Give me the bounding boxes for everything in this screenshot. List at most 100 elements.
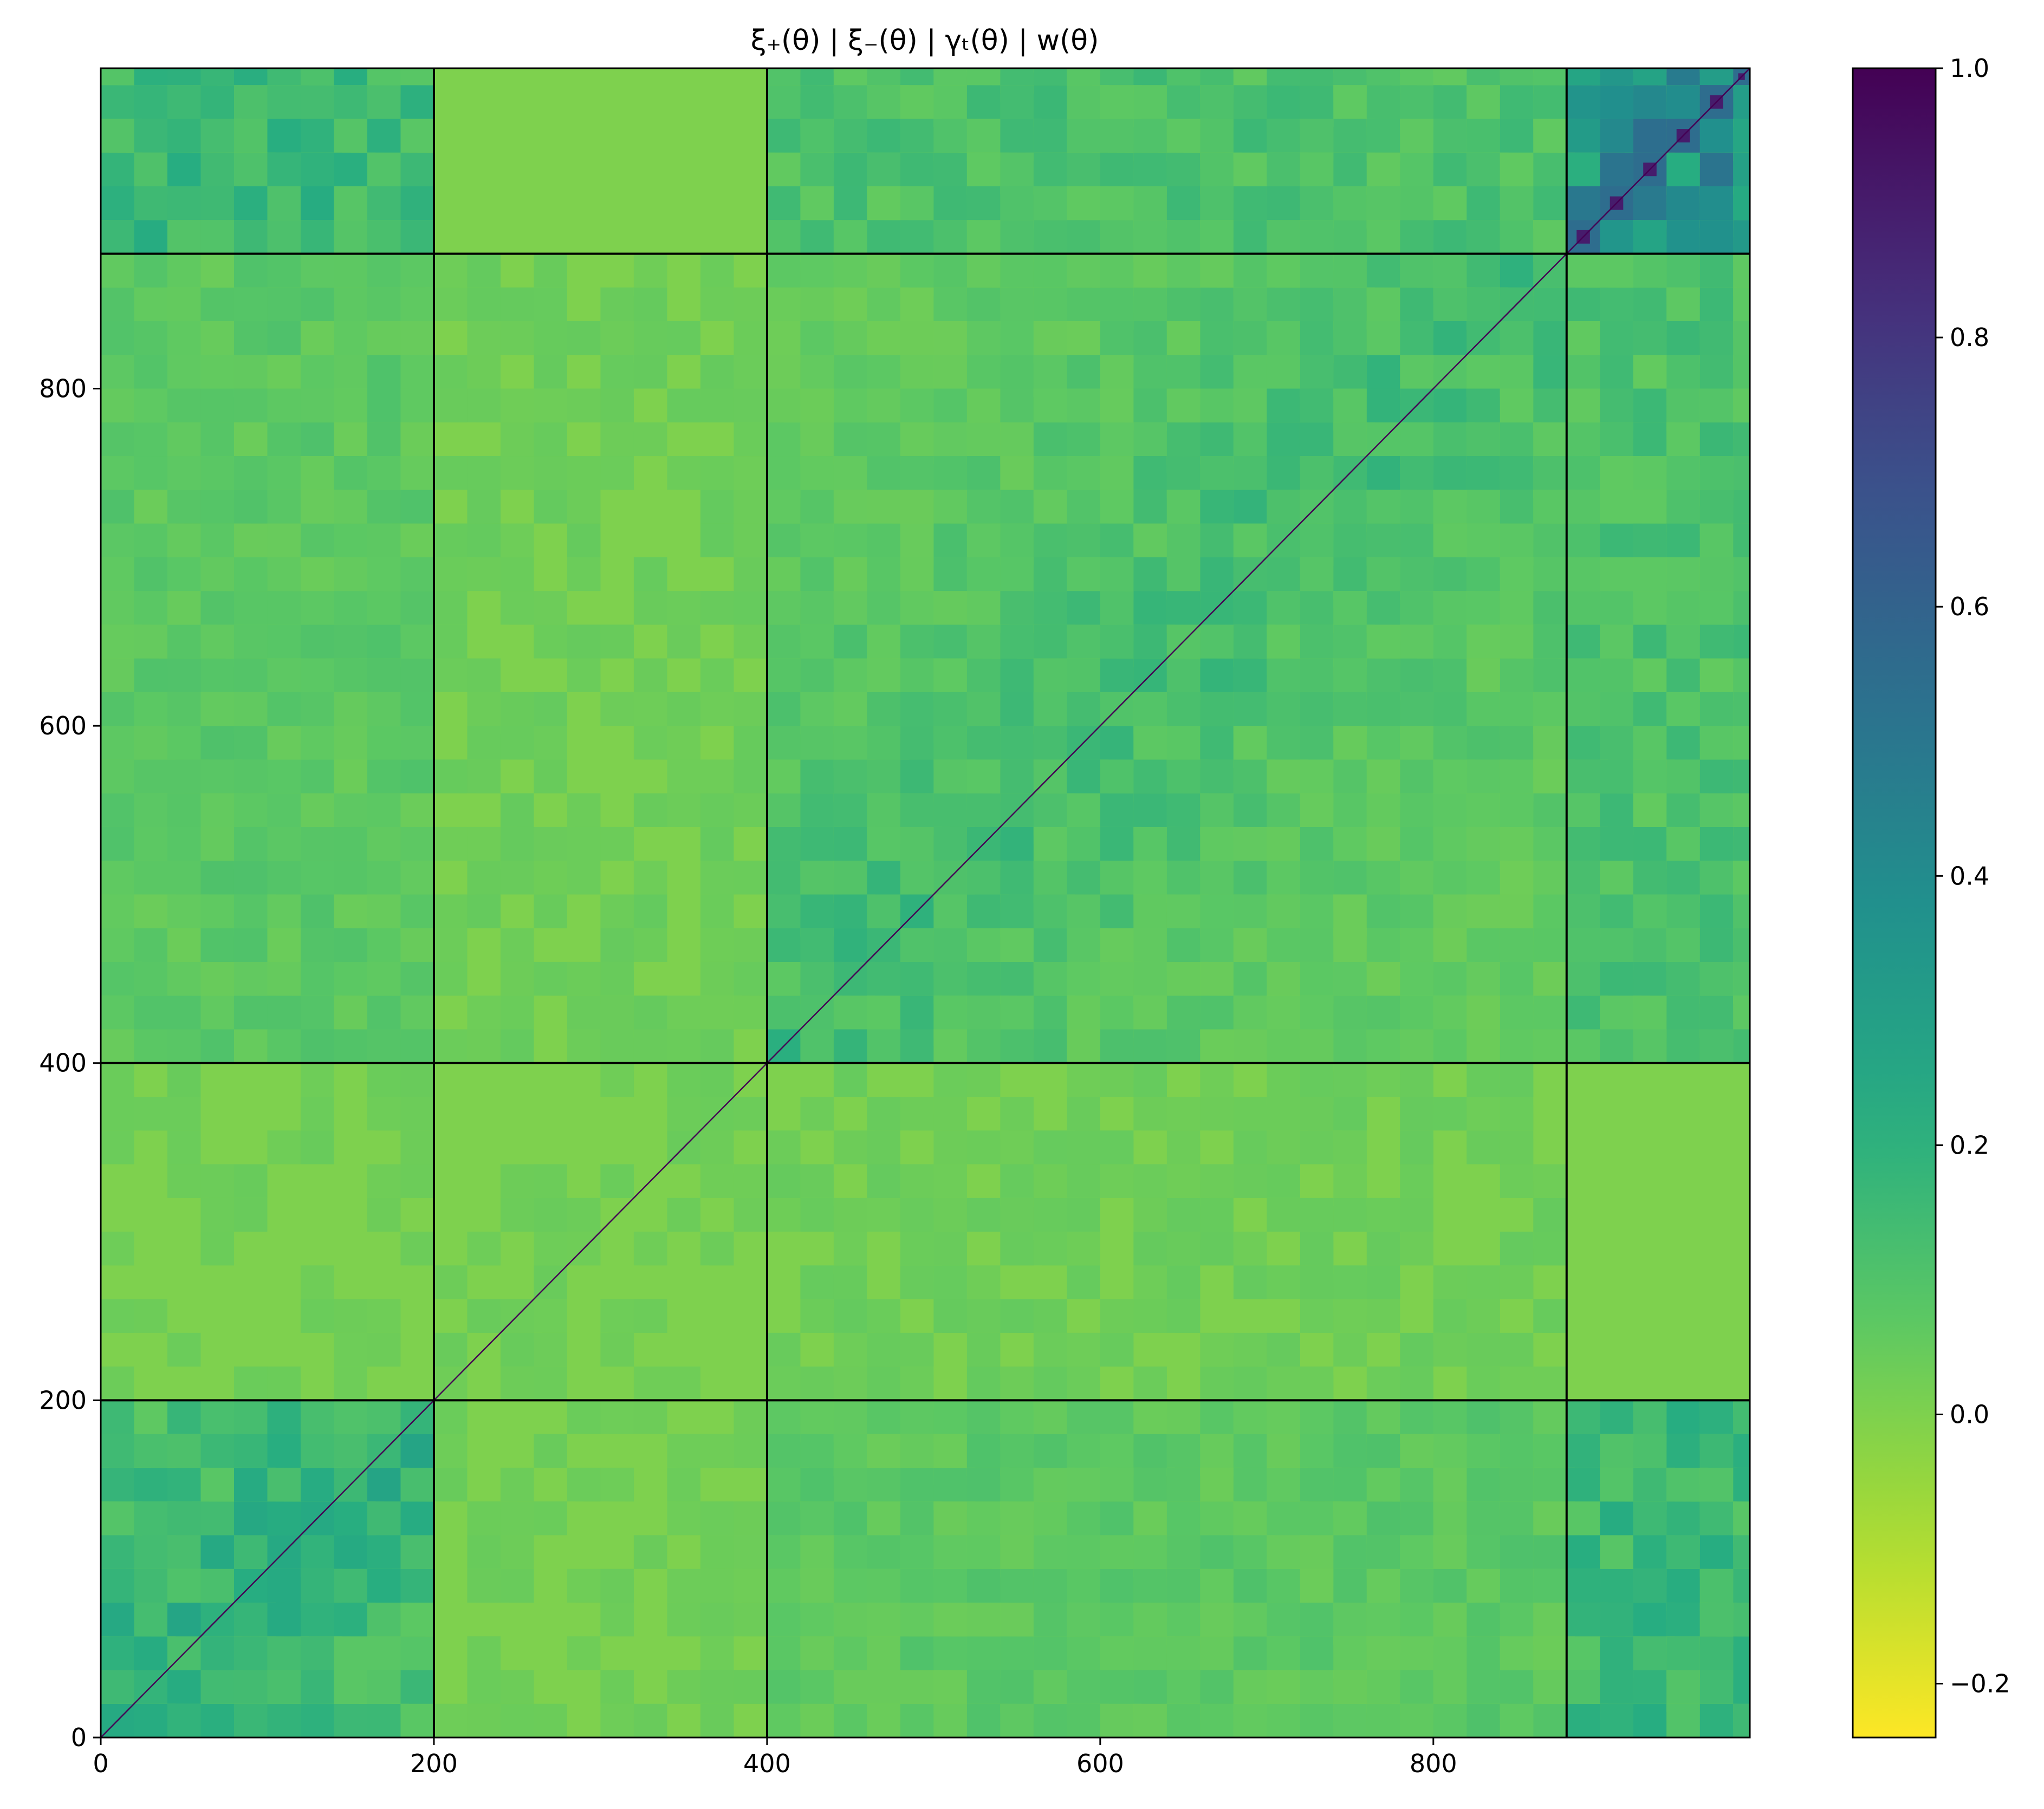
- heatmap-cell: [101, 85, 134, 119]
- heatmap-cell: [734, 928, 767, 962]
- heatmap-cell: [966, 220, 1001, 254]
- heatmap-cell: [101, 1063, 134, 1097]
- heatmap-cell: [334, 894, 367, 928]
- heatmap-cell: [534, 961, 567, 996]
- heatmap-cell: [200, 321, 234, 355]
- heatmap-cell: [433, 388, 468, 422]
- heatmap-cell: [1000, 1130, 1034, 1164]
- heatmap-cell: [1000, 220, 1034, 254]
- heatmap-cell: [800, 119, 834, 153]
- heatmap-cell: [667, 1198, 700, 1232]
- heatmap-cell: [334, 1636, 367, 1670]
- heatmap-cell: [600, 321, 634, 355]
- heatmap-cell: [1100, 85, 1134, 119]
- heatmap-cell: [300, 68, 334, 86]
- heatmap-cell: [400, 388, 434, 422]
- heatmap-cell: [1000, 355, 1034, 389]
- heatmap-cell: [101, 68, 134, 86]
- heatmap-cell: [267, 894, 301, 928]
- heatmap-cell: [1000, 1164, 1034, 1198]
- heatmap-cell: [367, 1501, 401, 1535]
- heatmap-cell: [833, 68, 867, 86]
- heatmap-cell: [1133, 1569, 1167, 1603]
- heatmap-cell: [767, 1164, 801, 1198]
- heatmap-cell: [433, 961, 468, 996]
- heatmap-cell: [400, 928, 434, 962]
- heatmap-cell: [1033, 1198, 1067, 1232]
- heatmap-cell: [433, 928, 468, 962]
- heatmap-cell: [1067, 591, 1100, 625]
- heatmap-cell: [1033, 624, 1067, 659]
- heatmap-cell: [900, 1400, 934, 1434]
- heatmap-cell: [267, 490, 301, 524]
- heatmap-cell: [367, 490, 401, 524]
- heatmap-cell: [734, 1400, 767, 1434]
- heatmap-cell: [334, 1029, 367, 1063]
- heatmap-cell: [467, 523, 501, 557]
- heatmap-cell: [1067, 85, 1100, 119]
- heatmap-cell: [334, 388, 367, 422]
- heatmap-cell: [767, 1535, 801, 1569]
- heatmap-cell: [1033, 1232, 1067, 1266]
- heatmap-cell: [134, 894, 167, 928]
- heatmap-cell: [500, 1467, 534, 1502]
- heatmap-cell: [1100, 1636, 1134, 1670]
- heatmap-cell: [1033, 523, 1067, 557]
- heatmap-cell: [233, 1198, 268, 1232]
- heatmap-cell: [833, 827, 867, 861]
- heatmap-cell: [767, 995, 801, 1030]
- heatmap-cell: [167, 321, 201, 355]
- heatmap-cell: [200, 119, 234, 153]
- heatmap-cell: [400, 827, 434, 861]
- heatmap-cell: [600, 1029, 634, 1063]
- heatmap-cell: [1067, 321, 1100, 355]
- heatmap-cell: [433, 1029, 468, 1063]
- heatmap-cell: [767, 1703, 801, 1738]
- heatmap-cell: [101, 388, 134, 422]
- heatmap-cell: [134, 1636, 167, 1670]
- heatmap-cell: [300, 355, 334, 389]
- heatmap-cell: [134, 287, 167, 321]
- heatmap-cell: [933, 591, 967, 625]
- heatmap-cell: [300, 1097, 334, 1131]
- heatmap-cell: [867, 1366, 900, 1401]
- heatmap-cell: [900, 1501, 934, 1535]
- heatmap-cell: [900, 85, 934, 119]
- heatmap-cell: [567, 1029, 601, 1063]
- heatmap-cell: [334, 68, 367, 86]
- heatmap-cell: [933, 355, 967, 389]
- heatmap-cell: [101, 287, 134, 321]
- heatmap-cell: [1067, 1670, 1100, 1704]
- heatmap-cell: [334, 1332, 367, 1367]
- heatmap-cell: [267, 591, 301, 625]
- heatmap-cell: [1100, 355, 1134, 389]
- heatmap-cell: [1000, 1097, 1034, 1131]
- heatmap-cell: [833, 1063, 867, 1097]
- heatmap-cell: [667, 1434, 700, 1468]
- heatmap-cell: [200, 1703, 234, 1738]
- heatmap-cell: [966, 1569, 1001, 1603]
- heatmap-cell: [334, 1670, 367, 1704]
- heatmap-cell: [667, 321, 700, 355]
- heatmap-cell: [400, 456, 434, 490]
- heatmap-cell: [233, 85, 268, 119]
- heatmap-cell: [334, 1366, 367, 1401]
- heatmap-cell: [933, 1097, 967, 1131]
- heatmap-cell: [900, 759, 934, 793]
- heatmap-cell: [800, 692, 834, 726]
- heatmap-cell: [767, 152, 801, 186]
- heatmap-cell: [734, 726, 767, 760]
- heatmap-cell: [667, 995, 700, 1030]
- heatmap-cell: [700, 1602, 734, 1637]
- heatmap-cell: [1067, 827, 1100, 861]
- heatmap-cell: [734, 591, 767, 625]
- heatmap-cell: [734, 1434, 767, 1468]
- heatmap-cell: [833, 1029, 867, 1063]
- heatmap-cell: [500, 591, 534, 625]
- heatmap-cell: [500, 861, 534, 895]
- heatmap-cell: [134, 726, 167, 760]
- heatmap-cell: [267, 85, 301, 119]
- heatmap-cell: [800, 759, 834, 793]
- heatmap-cell: [400, 1063, 434, 1097]
- heatmap-cell: [1067, 793, 1100, 827]
